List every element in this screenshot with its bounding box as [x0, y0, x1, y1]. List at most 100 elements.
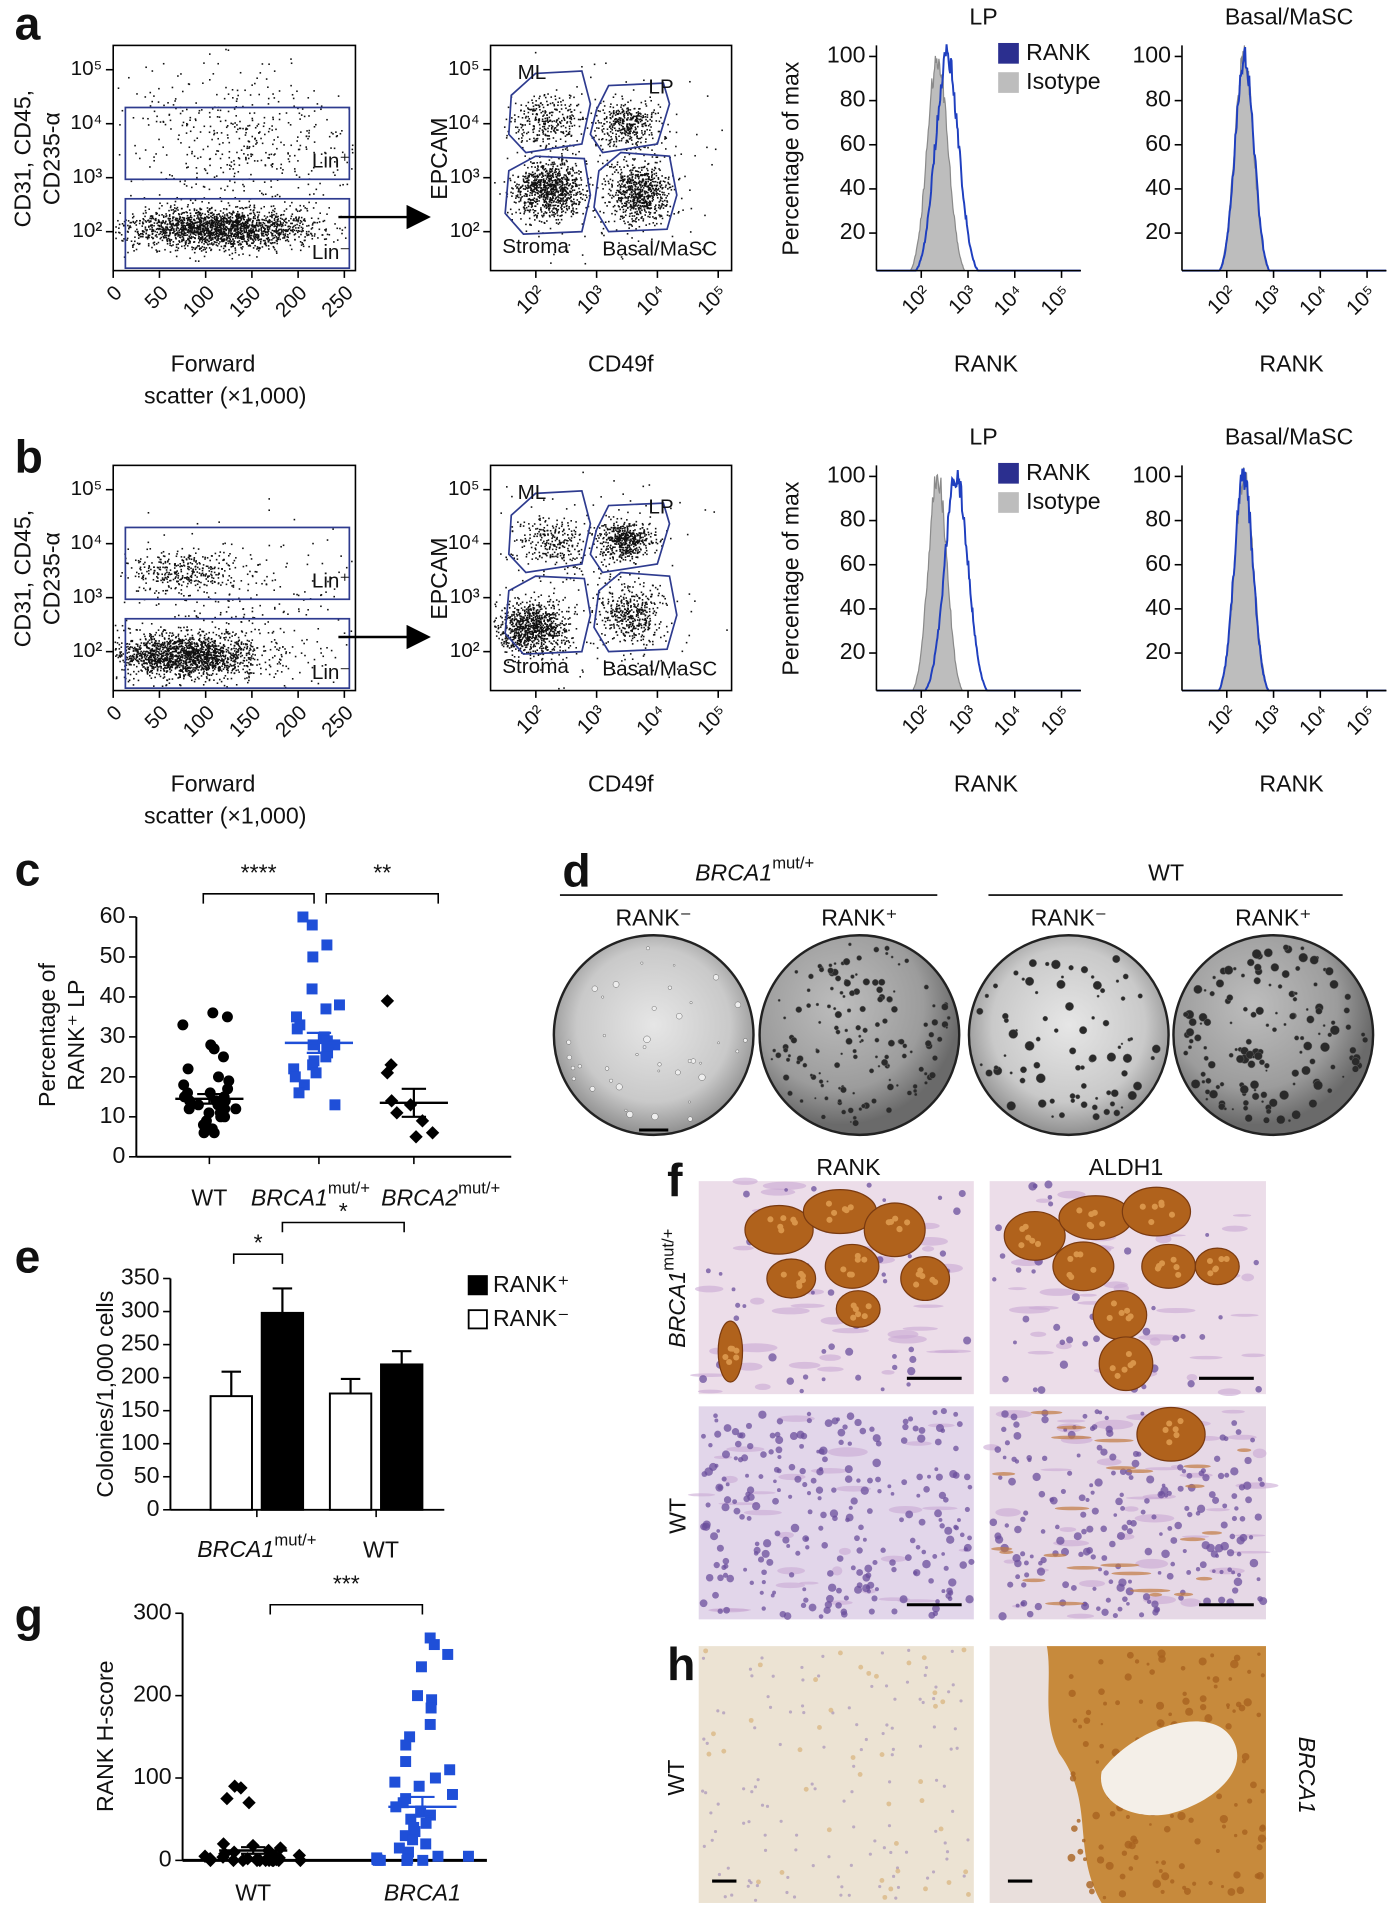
event-dot: [186, 124, 188, 127]
event-dot: [177, 213, 180, 215]
event-dot: [288, 219, 290, 222]
event-dot: [273, 225, 275, 228]
event-dot: [242, 207, 245, 210]
event-dot: [632, 130, 635, 133]
event-dot: [619, 121, 621, 124]
event-dot: [546, 188, 548, 191]
event-dot: [199, 220, 201, 223]
event-dot: [607, 192, 610, 195]
event-dot: [656, 192, 659, 195]
event-dot: [542, 130, 545, 132]
event-dot: [519, 123, 522, 126]
event-dot: [276, 232, 278, 234]
event-dot: [222, 142, 224, 144]
event-dot: [552, 188, 554, 190]
event-dot: [647, 215, 649, 218]
event-dot: [634, 184, 637, 186]
event-dot: [622, 104, 625, 107]
event-dot: [527, 185, 529, 187]
event-dot: [190, 227, 192, 230]
event-dot: [310, 233, 313, 235]
event-dot: [566, 209, 569, 211]
event-dot: [619, 117, 622, 119]
event-dot: [575, 183, 577, 186]
event-dot: [333, 241, 335, 243]
event-dot: [553, 184, 555, 186]
event-dot: [193, 233, 196, 235]
gate: [504, 155, 592, 235]
event-dot: [625, 81, 628, 83]
event-dot: [641, 178, 644, 181]
event-dot: [613, 127, 616, 130]
event-dot: [234, 235, 236, 238]
event-dot: [183, 234, 185, 237]
event-dot: [212, 213, 215, 215]
event-dot: [213, 228, 216, 230]
event-dot: [184, 227, 187, 229]
event-dot: [551, 185, 553, 188]
event-dot: [264, 242, 266, 244]
event-dot: [183, 228, 186, 231]
event-dot: [534, 181, 537, 184]
event-dot: [621, 98, 624, 100]
event-dot: [167, 235, 170, 237]
event-dot: [524, 209, 526, 212]
event-dot: [250, 224, 253, 227]
event-dot: [175, 107, 177, 110]
event-dot: [538, 134, 541, 136]
event-dot: [597, 119, 600, 122]
event-dot: [276, 238, 279, 241]
event-dot: [558, 172, 560, 175]
event-dot: [166, 238, 168, 241]
event-dot: [613, 204, 616, 207]
event-dot: [629, 203, 632, 206]
event-dot: [233, 159, 235, 162]
event-dot: [341, 151, 344, 154]
event-dot: [227, 232, 230, 234]
event-dot: [179, 215, 181, 218]
event-dot: [620, 179, 623, 182]
event-dot: [307, 137, 309, 140]
event-dot: [180, 224, 183, 226]
event-dot: [630, 182, 633, 184]
event-dot: [242, 225, 245, 228]
event-dot: [573, 124, 576, 127]
event-dot: [220, 167, 222, 169]
event-dot: [158, 138, 160, 141]
event-dot: [302, 219, 305, 221]
event-dot: [536, 162, 539, 164]
event-dot: [659, 199, 662, 201]
event-dot: [276, 225, 279, 227]
event-dot: [169, 244, 171, 247]
event-dot: [628, 123, 631, 126]
event-dot: [203, 216, 206, 219]
event-dot: [239, 237, 241, 240]
event-dot: [291, 201, 293, 204]
event-dot: [202, 227, 204, 230]
event-dot: [617, 181, 619, 183]
event-dot: [170, 223, 173, 225]
event-dot: [558, 175, 561, 177]
event-dot: [570, 135, 572, 137]
event-dot: [540, 221, 543, 223]
event-dot: [637, 177, 640, 180]
event-dot: [242, 224, 245, 227]
event-dot: [549, 198, 552, 201]
event-dot: [213, 217, 215, 219]
event-dot: [268, 248, 270, 250]
event-dot: [627, 117, 629, 119]
event-dot: [664, 194, 666, 196]
event-dot: [289, 226, 292, 228]
event-dot: [582, 116, 584, 119]
event-dot: [650, 184, 653, 186]
event-dot: [284, 234, 287, 237]
event-dot: [247, 226, 249, 228]
event-dot: [167, 237, 170, 240]
x-tick-label: 10³: [1250, 281, 1287, 318]
event-dot: [299, 118, 301, 120]
event-dot: [542, 110, 544, 113]
event-dot: [328, 207, 331, 209]
event-dot: [639, 192, 641, 195]
event-dot: [584, 199, 586, 202]
event-dot: [146, 237, 149, 240]
